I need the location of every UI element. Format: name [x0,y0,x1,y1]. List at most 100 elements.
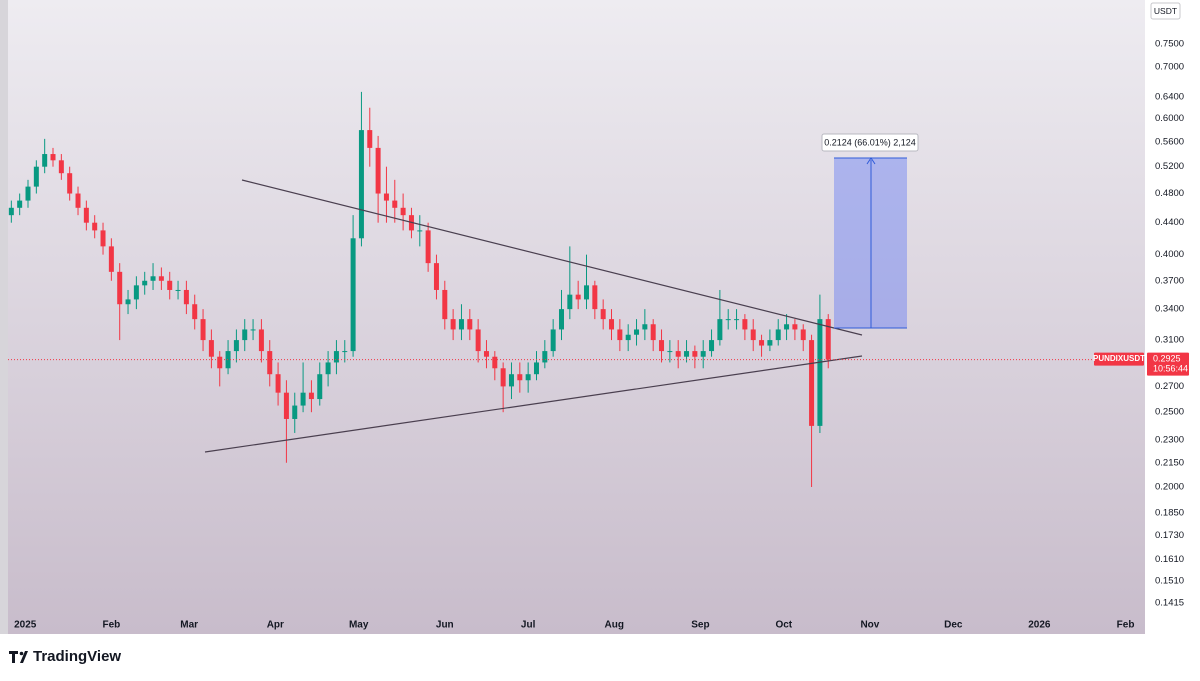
candle-body [200,319,206,341]
candle-body [417,230,423,232]
candle-body [792,324,798,330]
candle-body [659,340,665,352]
candle-body [208,340,214,357]
candle-body [558,309,564,330]
y-tick-label: 0.2300 [1155,435,1184,446]
candle-body [33,166,39,187]
y-tick-label: 0.1510 [1155,576,1184,587]
y-tick-label: 0.2000 [1155,482,1184,493]
price-axis-background [1145,0,1200,634]
candle-body [383,193,389,201]
y-tick-label: 0.4800 [1155,188,1184,199]
price-tag [1147,352,1189,376]
x-tick-label: May [349,620,369,631]
y-tick-label: 0.2150 [1155,457,1184,468]
candle-body [92,222,98,231]
candle-body [142,280,148,286]
symbol-tag [1094,352,1144,366]
candle-body [492,356,498,369]
candle-body [759,340,765,346]
candle-body [133,285,139,300]
candle-body [425,230,431,264]
candle-body [567,294,573,310]
countdown-label: 10:56:44 [1153,363,1188,373]
candle-body [675,351,681,357]
symbol-label: PUNDIXUSDT [1093,354,1145,363]
candle-body [809,340,815,426]
candle-body [192,304,198,320]
trendline-lower [204,355,863,453]
candle-body [750,329,756,341]
candle-body [550,329,556,352]
x-tick-label: Jul [521,620,536,631]
x-tick-label: Oct [775,620,792,631]
candle-body [75,193,81,208]
y-tick-label: 0.5600 [1155,136,1184,147]
candle-body [358,130,364,239]
annotation-box [821,133,919,152]
currency-box [1150,2,1181,20]
candle-body [392,200,398,208]
candle-body [83,207,89,223]
candle-body [342,351,348,353]
candle-body [42,154,48,167]
candles [8,91,831,488]
left-border [0,0,8,634]
candle-body [300,392,306,406]
candle-body [150,276,156,281]
candle-body [108,246,114,272]
y-tick-label: 0.3100 [1155,335,1184,346]
candle-body [183,289,189,305]
candle-body [775,329,781,341]
candle-body [700,351,706,357]
candle-body [67,173,73,194]
x-tick-label: 2025 [14,620,37,631]
candle-body [692,351,698,357]
candle-body [575,294,581,300]
candle-body [267,351,273,375]
y-tick-label: 0.5200 [1155,161,1184,172]
currency-label: USDT [1154,6,1177,16]
brand-logo [9,651,28,663]
brand-logo-dot [19,651,24,656]
y-tick-label: 0.7500 [1155,38,1184,49]
candle-body [308,392,314,400]
candle-body [467,319,473,330]
y-tick-label: 0.6400 [1155,92,1184,103]
candle-body [292,405,298,419]
x-tick-label: Feb [1117,620,1135,631]
candle-body [58,160,64,174]
candle-body [442,289,448,320]
candle-body [400,207,406,216]
candle-body [667,351,673,353]
candle-body [258,329,264,352]
candle-body [584,285,590,300]
candle-body [600,309,606,320]
y-tick-label: 0.1730 [1155,530,1184,541]
candle-body [767,340,773,346]
x-tick-label: 2026 [1028,620,1051,631]
x-tick-label: Feb [102,620,120,631]
y-tick-label: 0.6000 [1155,113,1184,124]
candle-body [175,289,181,291]
y-tick-label: 0.4000 [1155,249,1184,260]
candle-body [784,324,790,330]
x-tick-label: Dec [944,620,963,631]
y-tick-label: 0.1415 [1155,598,1184,609]
candle-body [375,147,381,194]
y-tick-label: 0.3400 [1155,304,1184,315]
target-arrow-head [866,157,876,165]
y-tick-label: 0.1610 [1155,554,1184,565]
candle-body [250,329,256,331]
y-tick-label: 0.2500 [1155,407,1184,418]
candle-body [325,362,331,375]
candle-body [50,154,56,161]
candle-body [317,374,323,400]
candle-body [450,319,456,330]
candle-body [717,319,723,341]
candle-body [158,276,164,281]
candle-body [350,238,356,352]
candle-body [592,285,598,310]
x-tick-label: Sep [691,620,709,631]
